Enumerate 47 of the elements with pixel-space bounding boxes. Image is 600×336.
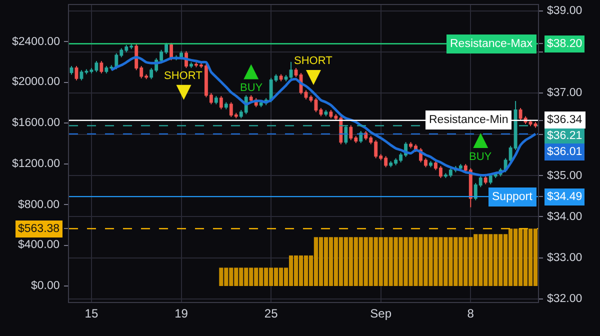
x-tick-label: 8 bbox=[467, 306, 474, 320]
x-tick-label: Sep bbox=[370, 306, 392, 320]
y2-tick-label: $1200.00 bbox=[12, 158, 60, 170]
candlestick bbox=[190, 62, 193, 69]
y2-tick-label: $2400.00 bbox=[12, 36, 60, 48]
candlestick bbox=[304, 90, 308, 100]
candlestick bbox=[534, 121, 538, 128]
y2-tick-label: $1600.00 bbox=[12, 117, 60, 129]
candlestick bbox=[294, 68, 298, 78]
candlestick bbox=[359, 130, 363, 144]
ref-line-label: $36.21 bbox=[547, 130, 582, 142]
candlestick bbox=[224, 102, 228, 110]
y2-tick-label: $563.38 bbox=[18, 223, 60, 235]
ref-line-label: Support bbox=[492, 191, 534, 203]
x-tick-label: 15 bbox=[84, 306, 98, 320]
x-tick-label: 19 bbox=[174, 306, 188, 320]
candlestick bbox=[74, 65, 78, 81]
candlestick bbox=[70, 65, 74, 76]
candlestick bbox=[324, 110, 328, 117]
annotation: BUY bbox=[469, 151, 492, 163]
y-tick-label: $36.34 bbox=[547, 114, 583, 126]
y2-tick-label: $400.00 bbox=[18, 239, 60, 251]
y-tick-label: $35.00 bbox=[547, 170, 582, 182]
y-tick-label: $34.00 bbox=[547, 211, 582, 223]
y-tick-label: $38.20 bbox=[547, 38, 582, 50]
annotation: BUY bbox=[240, 82, 264, 94]
y-tick-label: $39.00 bbox=[547, 5, 582, 17]
candlestick bbox=[219, 96, 223, 110]
y-tick-label: $37.00 bbox=[547, 87, 582, 99]
ref-line-label: $36.01 bbox=[547, 146, 582, 158]
annotation: SHORT bbox=[294, 55, 333, 67]
y2-tick-label: $2000.00 bbox=[12, 76, 60, 88]
candlestick bbox=[429, 160, 432, 168]
x-tick-label: 25 bbox=[264, 306, 278, 320]
candlestick bbox=[259, 100, 263, 108]
candlestick bbox=[100, 60, 104, 74]
candlestick bbox=[214, 96, 218, 105]
ref-line-label: Resistance-Min bbox=[429, 114, 508, 126]
y-tick-label: $33.00 bbox=[547, 252, 582, 264]
y-tick-label: $32.00 bbox=[547, 293, 582, 305]
candlestick bbox=[279, 74, 283, 82]
annotation: SHORT bbox=[164, 70, 203, 82]
y2-tick-label: $800.00 bbox=[18, 199, 60, 211]
candlestick bbox=[484, 175, 488, 185]
y2-tick-label: $0.00 bbox=[31, 280, 60, 292]
ref-line-label: Resistance-Max bbox=[450, 38, 533, 50]
y-tick-label: $34.49 bbox=[547, 191, 582, 203]
